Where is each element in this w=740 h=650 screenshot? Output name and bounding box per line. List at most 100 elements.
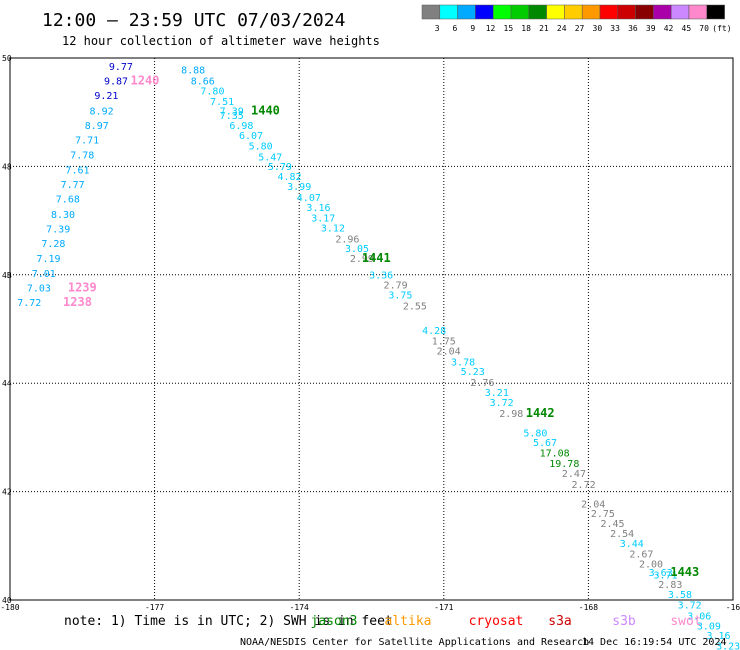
wave-height-point: 3.71 [653, 570, 677, 581]
color-legend: 3 6 9 12 15 18 21 24 27 30 33 36 39 42 45 70 (ft) [421, 4, 732, 33]
wave-height-point: 7.61 [65, 165, 89, 176]
pass-label: 1442 [526, 406, 555, 420]
legend-swatch [581, 4, 601, 20]
wave-height-points: 9.77 9.87 9.21 8.92 8.97 7.71 7.78 7.61 7.77 7.68… [17, 62, 740, 650]
legend-swatch [439, 4, 458, 20]
wave-height-point: 3.21 [485, 388, 509, 399]
wave-height-point: 7.78 [70, 150, 94, 161]
legend-label: 21 [539, 24, 549, 33]
wave-height-point: 3.44 [620, 539, 644, 550]
wave-height-point: 2.45 [600, 519, 624, 530]
wave-height-point: 7.80 [200, 86, 224, 97]
legend-label: 9 [470, 24, 475, 33]
wave-height-point: 2.54 [610, 529, 634, 540]
wave-height-point: 3.12 [321, 223, 345, 234]
wave-height-point: 3.72 [490, 398, 514, 409]
wave-height-point: 7.72 [17, 298, 41, 309]
legend-label: 30 [593, 24, 603, 33]
wave-height-point: 7.51 [210, 97, 234, 108]
wave-height-point: 3.16 [706, 631, 730, 642]
wave-height-point: 8.97 [85, 121, 109, 132]
footer: NOAA/NESDIS Center for Satellite Applica… [240, 637, 727, 648]
wave-height-point: 5.80 [523, 428, 547, 439]
y-tick-label: 42 [2, 488, 12, 497]
wave-height-point: 7.35 [220, 111, 244, 122]
wave-height-point: 2.47 [562, 469, 586, 480]
satellite-label: altika [385, 614, 432, 629]
legend-swatch [599, 4, 619, 20]
wave-height-point: 8.66 [191, 77, 215, 88]
wave-height-point: 7.68 [56, 195, 80, 206]
legend-swatch [421, 4, 441, 20]
legend-label: 42 [664, 24, 674, 33]
pass-labels: 12401440144112391238144214431444 [63, 74, 699, 580]
wave-height-point: 2.04 [437, 346, 461, 357]
wave-height-point: 5.79 [268, 162, 292, 173]
wave-height-point: 2.00 [639, 559, 663, 570]
wave-height-point: 5.47 [258, 152, 282, 163]
footer-org: NOAA/NESDIS Center for Satellite Applica… [240, 637, 589, 648]
note-text: note: 1) Time is in UTC; 2) SWH is in fe… [64, 614, 393, 629]
legend-swatch [546, 4, 565, 20]
pass-label: 1238 [63, 295, 92, 309]
wave-height-point: 2.79 [384, 280, 408, 291]
wave-height-point: 2.76 [470, 378, 494, 389]
legend-swatch [528, 4, 547, 20]
y-tick-label: 44 [2, 379, 12, 388]
legend-label: 24 [557, 24, 567, 33]
legend-swatch [653, 4, 672, 20]
legend-label: 36 [628, 24, 638, 33]
wave-height-point: 3.78 [451, 357, 475, 368]
wave-height-point: 7.28 [41, 239, 65, 250]
wave-height-point: 2.72 [572, 480, 596, 491]
x-tick-label: -180 [0, 603, 19, 612]
wave-height-point: 2.04 [581, 499, 605, 510]
wave-height-point: 9.87 [104, 77, 128, 88]
wave-height-point: 6.98 [229, 121, 253, 132]
wave-height-point: 6.07 [239, 131, 263, 142]
legend-label: 3 [435, 24, 440, 33]
wave-height-point: 2.55 [403, 301, 427, 312]
wave-height-point: 8.92 [90, 106, 114, 117]
legend-swatch [670, 4, 690, 20]
y-tick-label: 40 [2, 596, 12, 605]
wave-height-point: 3.72 [678, 601, 702, 612]
legend-swatch [475, 4, 494, 20]
wave-height-point: 19.78 [549, 459, 579, 470]
pass-label: 1240 [131, 74, 160, 88]
satellite-label: jason3 [311, 614, 358, 629]
legend-label: 33 [610, 24, 620, 33]
satellite-label: cryosat [469, 614, 524, 629]
x-tick-label: -177 [145, 603, 164, 612]
wave-height-point: 9.77 [109, 62, 133, 73]
wave-height-point: 9.21 [94, 91, 118, 102]
wave-height-point: 3.99 [287, 182, 311, 193]
y-tick-label: 48 [2, 162, 12, 171]
x-tick-label: -168 [579, 603, 598, 612]
wave-height-point: 2.96 [335, 234, 359, 245]
wave-height-point: 4.07 [297, 193, 321, 204]
wave-height-point: 3.05 [345, 244, 369, 255]
wave-height-point: 17.08 [540, 448, 570, 459]
wave-height-point: 4.82 [278, 172, 302, 183]
legend-label: 12 [486, 24, 496, 33]
wave-height-point: 3.23 [716, 641, 740, 650]
pass-label: 1443 [670, 565, 699, 579]
chart-title: 12:00 – 23:59 UTC 07/03/2024 [42, 10, 345, 31]
legend-label: 6 [453, 24, 458, 33]
legend-swatch [564, 4, 583, 20]
wave-height-point: 3.06 [687, 612, 711, 623]
legend-label: 27 [575, 24, 585, 33]
wave-height-point: 2.98 [499, 409, 523, 420]
pass-label: 1239 [68, 281, 97, 295]
y-tick-label: 4B [2, 271, 12, 280]
plot-frame [9, 57, 734, 601]
wave-height-point: 7.39 [220, 106, 244, 117]
wave-height-point: 2.67 [629, 550, 653, 561]
chart-subtitle: 12 hour collection of altimeter wave hei… [62, 34, 380, 48]
pass-label: 1441 [362, 251, 391, 265]
wave-height-point: 3.75 [388, 291, 412, 302]
wave-height-point: 3.09 [697, 621, 721, 632]
wave-height-point: 7.39 [46, 225, 70, 236]
